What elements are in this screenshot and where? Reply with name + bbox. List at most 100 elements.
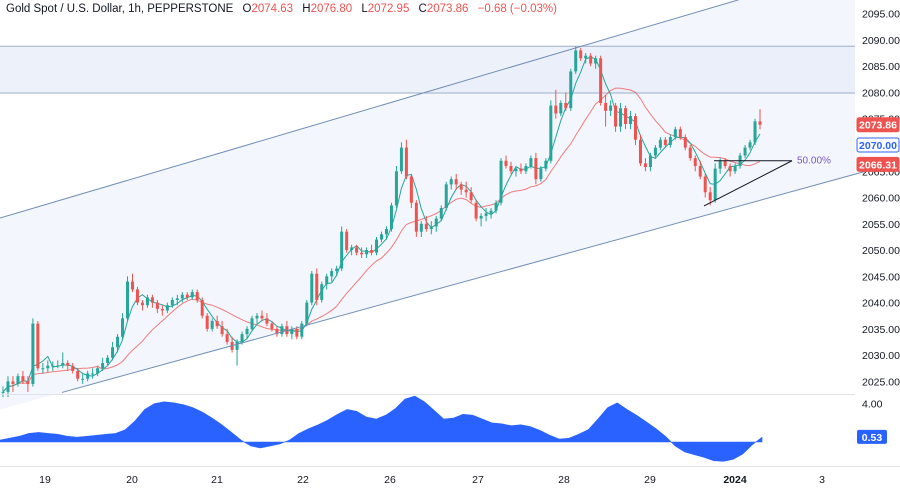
- x-tick-label: 2024: [723, 474, 747, 486]
- candle: [106, 355, 110, 366]
- candle-body: [474, 202, 478, 219]
- candle: [101, 357, 105, 371]
- candle-body: [275, 328, 279, 335]
- candle-body: [111, 347, 115, 358]
- y-tick-label: 2040.00: [862, 298, 900, 310]
- candle-body: [409, 176, 413, 203]
- candle: [135, 286, 139, 306]
- oscillator-tag-box: [857, 429, 887, 444]
- channel-upper-line[interactable]: [0, 0, 745, 219]
- candle-body: [185, 294, 189, 298]
- candle-body: [215, 320, 219, 327]
- candle-body: [300, 323, 304, 337]
- y-tick-label: 2030.00: [862, 350, 900, 362]
- candle: [474, 200, 478, 222]
- candle: [290, 326, 294, 340]
- candle: [584, 53, 588, 64]
- candle: [170, 297, 174, 308]
- candle-body: [116, 336, 120, 348]
- candle: [693, 155, 697, 172]
- candle: [235, 339, 239, 366]
- candle-body: [51, 365, 55, 367]
- candle: [638, 134, 642, 167]
- triangle-rising-line[interactable]: [703, 160, 793, 207]
- candle-body: [464, 189, 468, 193]
- candle-body: [544, 160, 548, 169]
- x-tick-label: 26: [384, 474, 396, 486]
- candle: [564, 92, 568, 111]
- candle-body: [489, 210, 493, 214]
- candle-body: [96, 368, 100, 374]
- candle-body: [280, 326, 284, 335]
- candle: [589, 53, 593, 67]
- candle: [121, 313, 125, 340]
- candle-body: [66, 363, 70, 366]
- slow-ma-line: [2, 87, 761, 393]
- candle-body: [355, 247, 359, 253]
- candle-body: [265, 318, 269, 324]
- candle: [320, 281, 324, 303]
- candle-body: [365, 250, 369, 255]
- x-tick-label: 19: [39, 474, 51, 486]
- candle: [350, 244, 354, 256]
- high-label: H: [302, 3, 311, 15]
- candle-body: [678, 129, 682, 138]
- y-tick-label: 2025.00: [862, 376, 900, 388]
- candle: [514, 166, 518, 177]
- candle-body: [658, 139, 662, 148]
- candle: [36, 320, 40, 371]
- candle: [116, 334, 120, 353]
- candle: [360, 247, 364, 258]
- candle-body: [718, 160, 722, 169]
- candle: [544, 158, 548, 172]
- candle: [469, 187, 473, 203]
- candle-body: [320, 284, 324, 300]
- candle-body: [250, 318, 254, 329]
- fib-50-label: 50.00%: [797, 156, 831, 167]
- price-tag-box: [856, 117, 900, 133]
- candle: [424, 215, 428, 232]
- candle-body: [101, 363, 105, 369]
- candle-body: [534, 158, 538, 180]
- candle: [21, 370, 25, 385]
- candle-body: [340, 231, 344, 269]
- price-tag-box: [856, 137, 900, 153]
- candle: [66, 360, 70, 371]
- candle-body: [753, 121, 757, 143]
- candle-body: [175, 298, 179, 300]
- candle-body: [225, 334, 229, 342]
- candle-body: [469, 192, 473, 201]
- candle-body: [688, 147, 692, 159]
- candle-body: [384, 229, 388, 235]
- candle-body: [579, 50, 583, 59]
- candle-body: [629, 116, 633, 124]
- candle: [499, 158, 503, 206]
- candle: [414, 200, 418, 237]
- candle-body: [36, 323, 40, 369]
- candle-body: [584, 55, 588, 59]
- candle: [673, 126, 677, 140]
- candle-body: [399, 147, 403, 172]
- candle: [394, 166, 398, 209]
- candle: [519, 163, 523, 174]
- candle-body: [130, 281, 134, 290]
- channel-lower-line[interactable]: [61, 161, 900, 393]
- candle-body: [643, 163, 647, 168]
- resistance-zone: [0, 46, 855, 93]
- candle: [464, 181, 468, 198]
- candle: [449, 176, 453, 190]
- candle: [195, 289, 199, 303]
- candle: [549, 100, 553, 164]
- candle-body: [11, 381, 15, 385]
- candle: [459, 181, 463, 195]
- candle: [375, 236, 379, 256]
- candle-body: [260, 315, 264, 319]
- candle-body: [26, 381, 30, 385]
- x-tick-label: 27: [472, 474, 484, 486]
- candle-body: [126, 281, 130, 319]
- candle: [594, 55, 598, 69]
- candle-body: [240, 334, 244, 342]
- candle-body: [325, 276, 329, 285]
